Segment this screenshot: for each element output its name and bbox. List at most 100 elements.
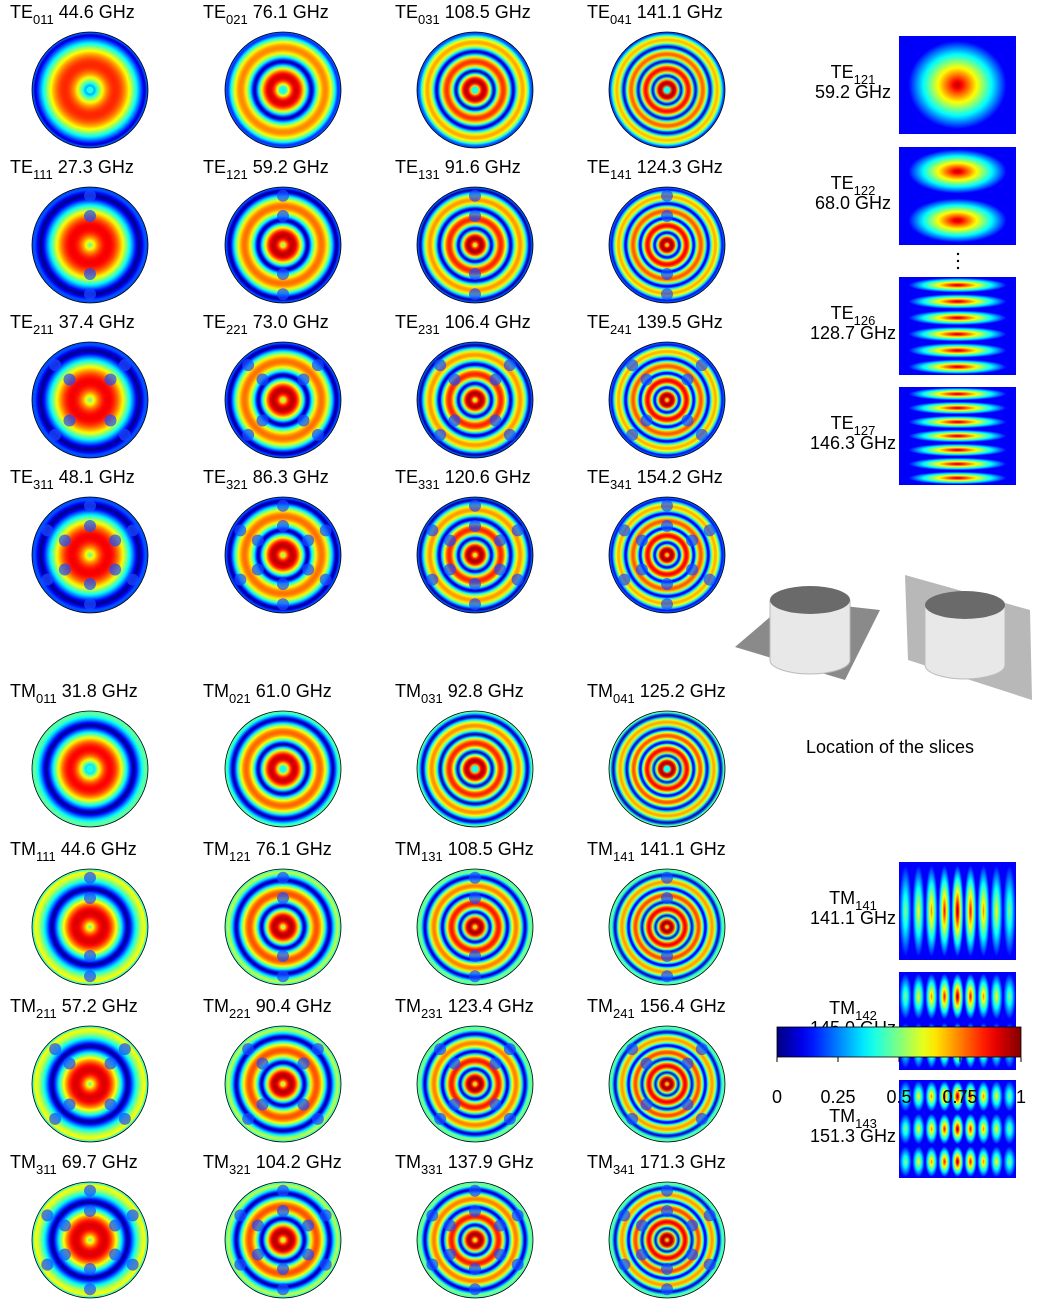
mode-prefix: TM bbox=[395, 996, 421, 1016]
slice-lobe bbox=[938, 1080, 951, 1112]
mode-subscript: 111 bbox=[33, 167, 53, 182]
slice-lobe bbox=[990, 1080, 1003, 1112]
slice-lobe bbox=[912, 1113, 925, 1145]
field-node bbox=[695, 1043, 708, 1056]
mode-subscript: 126 bbox=[854, 313, 876, 328]
field-node bbox=[84, 892, 96, 904]
field-node bbox=[661, 189, 673, 202]
mode-field bbox=[608, 1181, 726, 1299]
field-node bbox=[635, 1219, 648, 1232]
field-node bbox=[49, 359, 62, 372]
mode-subscript: 041 bbox=[610, 12, 632, 27]
field-node bbox=[277, 210, 289, 222]
mode-frequency: 104.2 GHz bbox=[256, 1152, 342, 1172]
field-node bbox=[297, 373, 310, 386]
field-node bbox=[84, 288, 96, 301]
slice-lobe bbox=[908, 387, 1007, 401]
slice-lobe bbox=[908, 429, 1007, 443]
mode-map bbox=[416, 341, 534, 459]
field-node bbox=[297, 414, 310, 427]
mode-frequency: 73.0 GHz bbox=[253, 312, 329, 332]
mode-prefix: TM bbox=[10, 996, 36, 1016]
mode-frequency: 128.7 GHz bbox=[810, 323, 896, 343]
field-node bbox=[426, 1258, 439, 1271]
field-node bbox=[626, 1043, 639, 1056]
slice-lobe bbox=[908, 471, 1007, 485]
field-node bbox=[256, 414, 269, 427]
mode-subscript: 121 bbox=[229, 849, 251, 864]
field-node bbox=[494, 1219, 507, 1232]
mode-field bbox=[416, 341, 534, 459]
field-node bbox=[63, 1057, 76, 1070]
slice-lobe bbox=[908, 326, 1007, 342]
mode-field bbox=[224, 186, 342, 304]
mode-field bbox=[608, 868, 726, 986]
field-node bbox=[277, 892, 289, 904]
mode-field bbox=[31, 1025, 149, 1143]
field-node bbox=[63, 414, 76, 427]
mode-map bbox=[31, 1181, 149, 1299]
mode-subscript: 341 bbox=[613, 1162, 635, 1177]
mode-label: TM021 61.0 GHz bbox=[203, 681, 332, 706]
mode-map bbox=[416, 496, 534, 614]
field-node bbox=[126, 524, 139, 537]
field-node bbox=[489, 414, 502, 427]
field-node bbox=[277, 189, 289, 202]
mode-label: TE241 139.5 GHz bbox=[587, 312, 723, 337]
mode-prefix: TM bbox=[203, 996, 229, 1016]
mode-subscript: 331 bbox=[418, 477, 440, 492]
mode-map bbox=[416, 1181, 534, 1299]
field-node bbox=[58, 1219, 71, 1232]
field-node bbox=[426, 524, 439, 537]
mode-map bbox=[31, 341, 149, 459]
field-node bbox=[49, 428, 62, 441]
mode-map bbox=[224, 868, 342, 986]
slice-lobe bbox=[925, 864, 938, 958]
mode-field bbox=[31, 710, 149, 828]
mode-frequency: 31.8 GHz bbox=[62, 681, 138, 701]
mode-map bbox=[608, 186, 726, 304]
slice-lobe bbox=[951, 864, 964, 958]
ellipsis-dots bbox=[956, 252, 960, 270]
field-node bbox=[242, 428, 255, 441]
mode-label: TE122 68.0 GHz bbox=[815, 173, 891, 213]
mode-field bbox=[608, 710, 726, 828]
slice-lobe bbox=[990, 1113, 1003, 1145]
mode-prefix: TE bbox=[831, 62, 854, 82]
field-node bbox=[686, 1219, 699, 1232]
mode-label: TE021 76.1 GHz bbox=[203, 2, 329, 27]
slice-lobe bbox=[899, 1146, 912, 1178]
field-node bbox=[242, 1112, 255, 1125]
field-node bbox=[661, 598, 673, 611]
mode-map bbox=[416, 31, 534, 149]
mode-frequency: 68.0 GHz bbox=[815, 193, 891, 213]
field-node bbox=[448, 1098, 461, 1111]
mode-subscript: 211 bbox=[36, 1006, 57, 1021]
field-node bbox=[494, 563, 507, 576]
mode-map bbox=[416, 186, 534, 304]
field-node bbox=[503, 1043, 516, 1056]
slice-lobe bbox=[964, 1113, 977, 1145]
mode-subscript: 142 bbox=[855, 1008, 877, 1023]
field-node bbox=[511, 1209, 524, 1222]
field-node bbox=[661, 499, 673, 512]
mode-field bbox=[416, 868, 534, 986]
field-node bbox=[84, 1205, 96, 1217]
field-node bbox=[661, 210, 673, 222]
mode-field bbox=[31, 186, 149, 304]
field-node bbox=[489, 373, 502, 386]
slice-lobe bbox=[938, 973, 951, 1020]
field-node bbox=[703, 1258, 716, 1271]
mode-subscript: 141 bbox=[610, 167, 632, 182]
slice-lobe bbox=[977, 864, 990, 958]
field-node bbox=[618, 524, 631, 537]
mode-label: TE321 86.3 GHz bbox=[203, 467, 329, 492]
slice-lobe bbox=[925, 1146, 938, 1178]
field-node bbox=[503, 428, 516, 441]
mode-subscript: 221 bbox=[229, 1006, 251, 1021]
mode-subscript: 121 bbox=[854, 72, 876, 87]
mode-map bbox=[608, 31, 726, 149]
mode-subscript: 121 bbox=[226, 167, 248, 182]
slice-lobe bbox=[951, 973, 964, 1020]
slice-lobe bbox=[908, 277, 1007, 293]
